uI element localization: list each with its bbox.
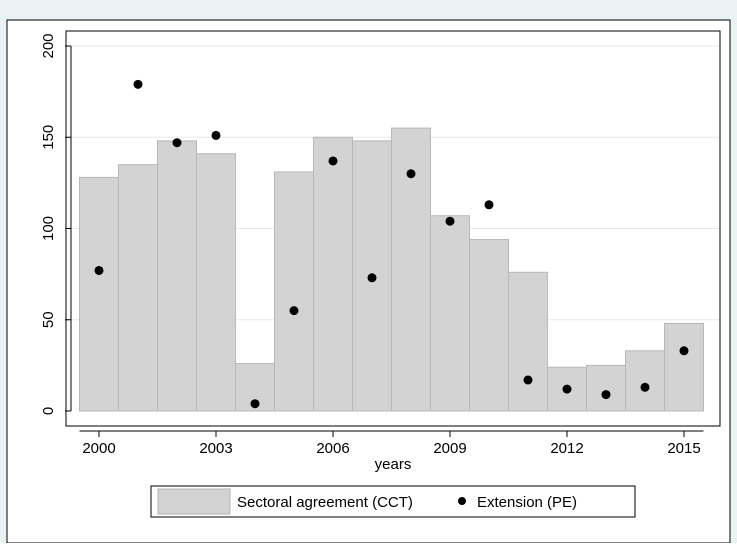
legend-swatch-bars [157,488,231,515]
data-point [601,390,611,400]
x-tick-label: 2006 [316,440,349,457]
legend-label-bars: Sectoral agreement (CCT) [237,494,413,511]
data-point [679,346,689,356]
data-point [250,399,260,409]
y-tick-label: 150 [40,125,57,150]
bar [313,136,353,412]
data-point [289,306,299,316]
bar [508,271,548,412]
bar [196,153,236,412]
x-tick-label: 2015 [667,440,700,457]
data-point [562,384,572,394]
scatter-series [94,79,689,409]
bar [430,215,470,412]
bar [118,164,158,412]
bar [625,350,665,412]
bar [79,176,119,412]
data-point [172,138,182,148]
data-point [445,216,455,226]
data-point [94,265,104,275]
x-tick-label: 2003 [199,440,232,457]
data-point [328,156,338,166]
y-tick-label: 0 [40,407,57,415]
data-point [367,273,377,283]
bar [586,364,626,412]
legend-label-points: Extension (PE) [477,494,577,511]
bar [274,171,314,412]
x-tick-label: 2012 [550,440,583,457]
legend: Sectoral agreement (CCT) Extension (PE) [150,485,636,518]
bar [469,238,509,412]
y-tick-label: 200 [40,33,57,58]
data-point [406,169,416,179]
data-point [640,382,650,392]
x-axis: 2000 2003 2006 2009 2012 2015 [79,430,704,457]
data-point [211,130,221,140]
y-tick-label: 50 [40,311,57,328]
bar [664,322,704,412]
bar [157,140,197,412]
y-tick-label: 100 [40,216,57,241]
data-point [484,200,494,210]
x-tick-label: 2000 [82,440,115,457]
data-point [133,79,143,89]
bar-series [79,127,704,412]
y-axis: 0 50 100 150 200 [40,33,72,415]
legend-marker-points [458,497,466,505]
x-tick-label: 2009 [433,440,466,457]
x-axis-title: years [375,456,412,473]
data-point [523,375,533,385]
legend-box [150,485,636,518]
